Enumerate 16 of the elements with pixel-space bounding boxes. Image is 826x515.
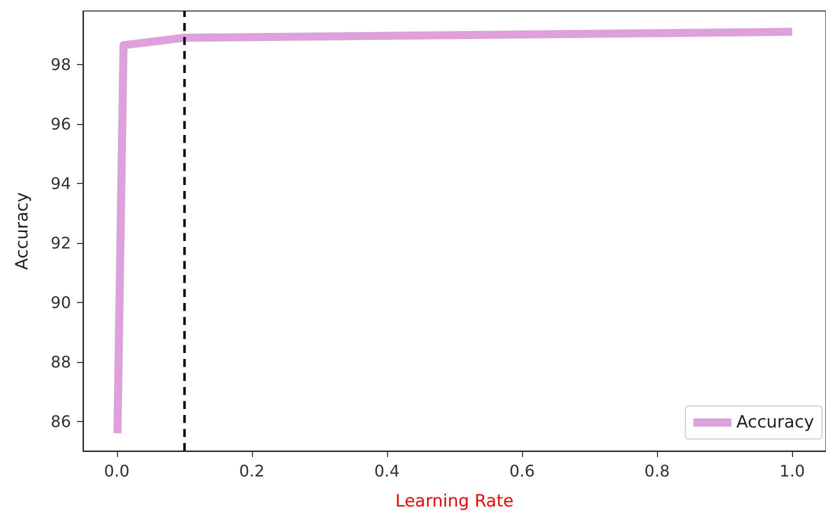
y-tick-label: 86 [50,412,71,431]
x-tick-label: 0.2 [239,462,265,480]
y-tick-label: 96 [50,114,71,134]
y-axis-title: Accuracy [12,192,32,270]
x-tick-label: 0.8 [644,462,670,480]
y-tick-label: 94 [50,174,71,193]
x-axis-title: Learning Rate [395,492,514,512]
y-tick-label: 92 [50,233,71,252]
x-tick-label: 1.0 [780,462,805,480]
y-tick-label: 88 [50,352,71,372]
x-tick-label: 0.4 [374,462,400,480]
y-tick-label: 90 [50,292,71,312]
legend-label: Accuracy [736,412,814,432]
y-tick-label: 98 [50,55,71,74]
x-tick-label: 0.0 [104,462,130,480]
x-tick-label: 0.6 [509,462,535,480]
